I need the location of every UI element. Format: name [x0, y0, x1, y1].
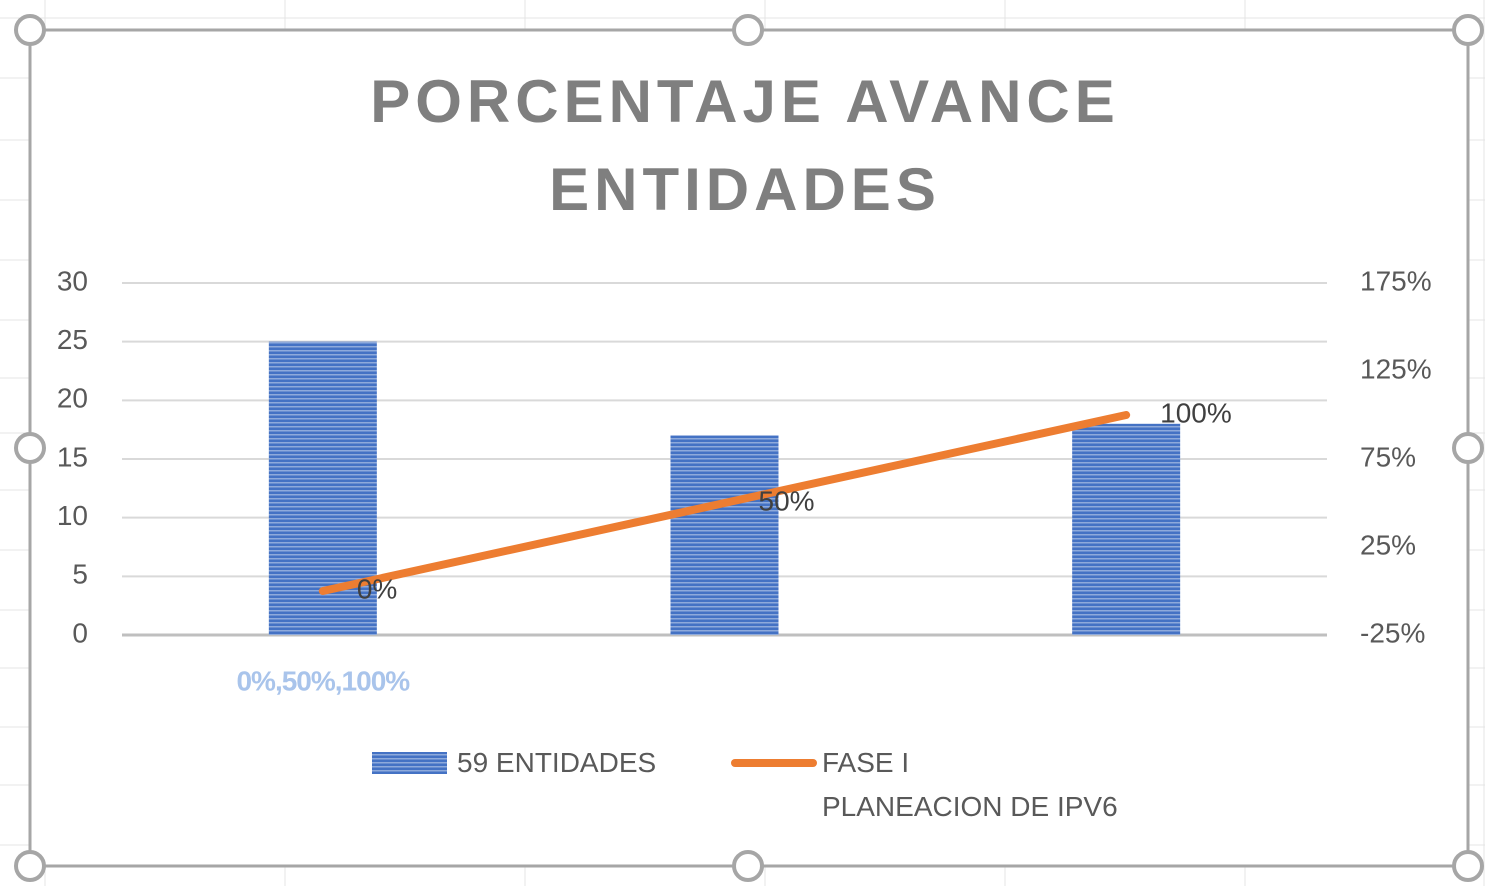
y-tick-label: 0 [72, 617, 88, 648]
data-label: 100% [1160, 397, 1232, 428]
y-tick-label: 10 [57, 500, 88, 531]
y-tick-label: 5 [72, 559, 88, 590]
legend-label: 59 ENTIDADES [457, 747, 657, 778]
y2-tick-label: 75% [1360, 441, 1416, 472]
y2-tick-label: 125% [1360, 353, 1432, 384]
bar [1072, 423, 1181, 635]
data-label: 50% [759, 485, 815, 516]
chart-title: PORCENTAJE AVANCE ENTIDADES [370, 68, 1120, 223]
line-series [318, 411, 1131, 595]
selection-handles[interactable] [14, 14, 1484, 882]
y-tick-label: 25 [57, 324, 88, 355]
y-tick-label: 30 [57, 265, 88, 296]
legend-label: FASE I PLANEACION DE IPV6 [822, 747, 1118, 822]
data-label: 0% [357, 573, 397, 604]
y-tick-label: 20 [57, 383, 88, 414]
bar [670, 435, 779, 635]
plot-area: 0 5 10 15 20 25 30 -25% 25% 75% 125% 175% 0%,50%,100… [57, 265, 1432, 774]
y2-tick-label: 25% [1360, 529, 1416, 560]
x-tick-label: 0%,50%,100% [236, 665, 410, 696]
y2-tick-label: 175% [1360, 265, 1432, 296]
legend-swatch [372, 752, 447, 774]
y-tick-label: 15 [57, 441, 88, 472]
y2-tick-label: -25% [1360, 617, 1425, 648]
